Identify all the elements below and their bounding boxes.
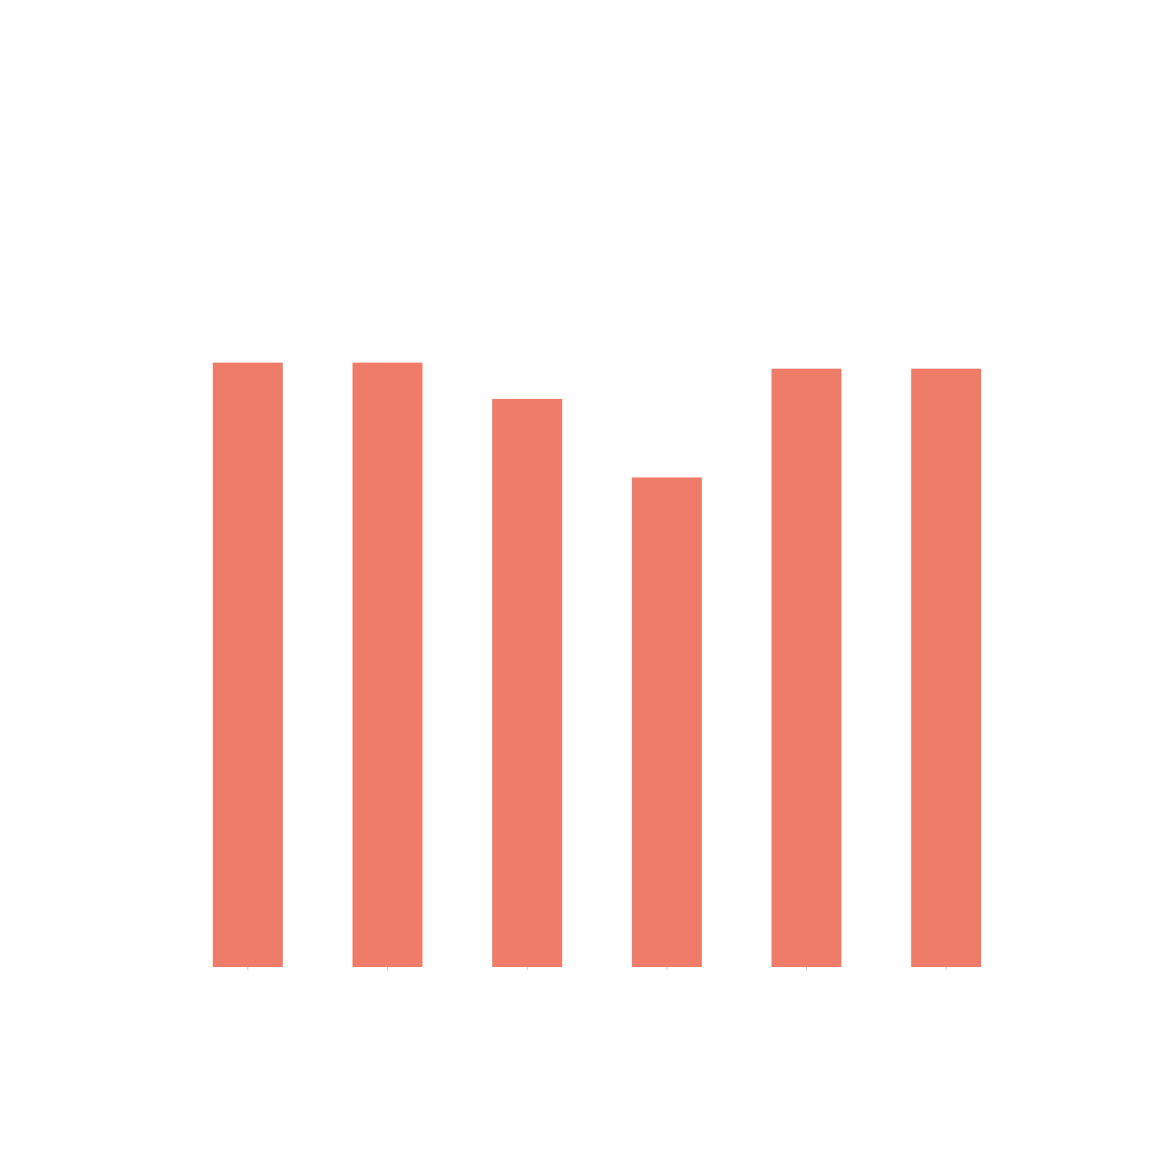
bars-layer (212, 362, 982, 967)
bar-2 (352, 362, 423, 967)
bar-1 (212, 362, 283, 967)
bar-5 (771, 368, 842, 967)
bar-4 (631, 477, 702, 967)
bar-3 (492, 398, 563, 967)
bar-6 (911, 368, 982, 967)
x-ticks-layer (247, 967, 947, 970)
